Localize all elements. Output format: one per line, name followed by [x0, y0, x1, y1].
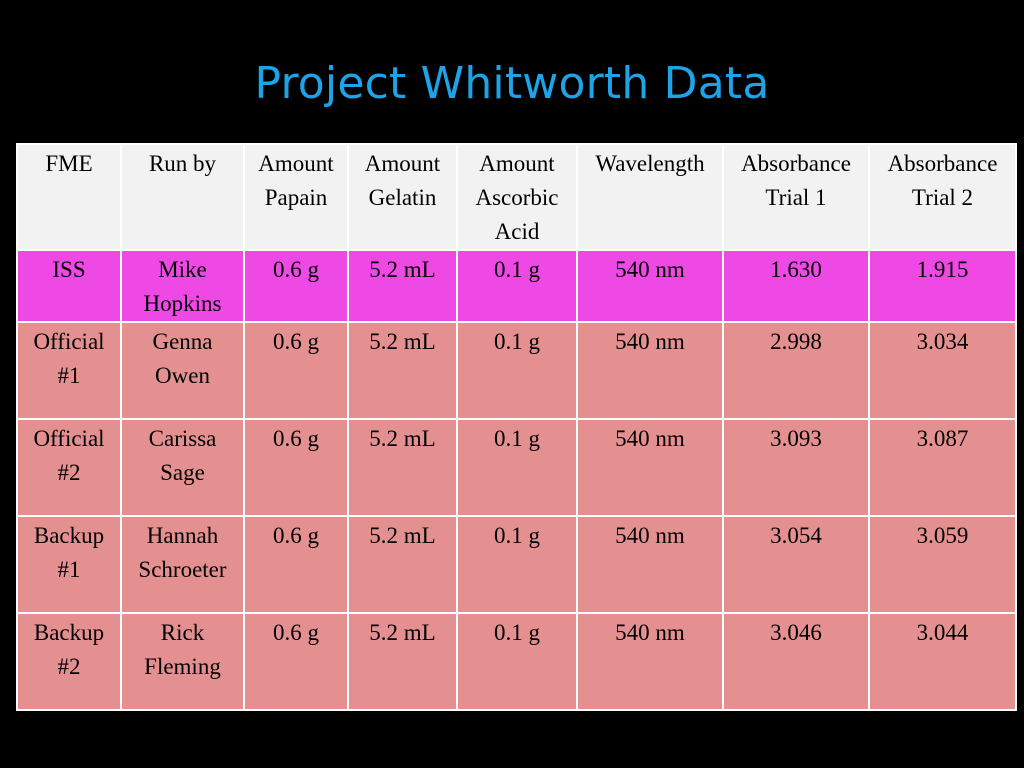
table-row: Official #1 Genna Owen 0.6 g 5.2 mL 0.1 …: [16, 321, 1017, 420]
column-header-wavelength: Wavelength: [576, 143, 724, 251]
cell-wavelength: 540 nm: [576, 612, 724, 711]
cell-absorbance-trial-1: 3.046: [722, 612, 870, 711]
data-table: FME Run by Amount Papain Amount Gelatin …: [16, 143, 1017, 711]
table-row: Official #2 Carissa Sage 0.6 g 5.2 mL 0.…: [16, 418, 1017, 517]
cell-amount-papain: 0.6 g: [243, 249, 349, 323]
column-header-run-by: Run by: [120, 143, 245, 251]
cell-absorbance-trial-1: 3.054: [722, 515, 870, 614]
cell-absorbance-trial-2: 3.087: [868, 418, 1017, 517]
cell-absorbance-trial-1: 1.630: [722, 249, 870, 323]
cell-wavelength: 540 nm: [576, 418, 724, 517]
cell-absorbance-trial-2: 3.034: [868, 321, 1017, 420]
cell-absorbance-trial-1: 2.998: [722, 321, 870, 420]
cell-fme: Backup #1: [16, 515, 122, 614]
cell-fme: Official #2: [16, 418, 122, 517]
table-row: Backup #2 Rick Fleming 0.6 g 5.2 mL 0.1 …: [16, 612, 1017, 711]
cell-amount-gelatin: 5.2 mL: [347, 249, 458, 323]
cell-run-by: Hannah Schroeter: [120, 515, 245, 614]
cell-wavelength: 540 nm: [576, 515, 724, 614]
cell-amount-papain: 0.6 g: [243, 612, 349, 711]
cell-amount-ascorbic-acid: 0.1 g: [456, 515, 578, 614]
cell-absorbance-trial-2: 3.059: [868, 515, 1017, 614]
cell-amount-gelatin: 5.2 mL: [347, 612, 458, 711]
cell-run-by: Rick Fleming: [120, 612, 245, 711]
cell-amount-ascorbic-acid: 0.1 g: [456, 249, 578, 323]
column-header-amount-ascorbic-acid: Amount Ascorbic Acid: [456, 143, 578, 251]
cell-amount-ascorbic-acid: 0.1 g: [456, 418, 578, 517]
cell-amount-gelatin: 5.2 mL: [347, 515, 458, 614]
cell-amount-gelatin: 5.2 mL: [347, 321, 458, 420]
cell-absorbance-trial-2: 3.044: [868, 612, 1017, 711]
cell-run-by: Carissa Sage: [120, 418, 245, 517]
cell-amount-gelatin: 5.2 mL: [347, 418, 458, 517]
cell-fme: Backup #2: [16, 612, 122, 711]
cell-wavelength: 540 nm: [576, 249, 724, 323]
cell-amount-papain: 0.6 g: [243, 515, 349, 614]
column-header-absorbance-trial-2: Absorbance Trial 2: [868, 143, 1017, 251]
column-header-amount-papain: Amount Papain: [243, 143, 349, 251]
cell-amount-papain: 0.6 g: [243, 418, 349, 517]
cell-run-by: Genna Owen: [120, 321, 245, 420]
cell-absorbance-trial-2: 1.915: [868, 249, 1017, 323]
cell-wavelength: 540 nm: [576, 321, 724, 420]
cell-absorbance-trial-1: 3.093: [722, 418, 870, 517]
column-header-absorbance-trial-1: Absorbance Trial 1: [722, 143, 870, 251]
table-row: Backup #1 Hannah Schroeter 0.6 g 5.2 mL …: [16, 515, 1017, 614]
table-header-row: FME Run by Amount Papain Amount Gelatin …: [16, 143, 1017, 251]
column-header-fme: FME: [16, 143, 122, 251]
cell-amount-ascorbic-acid: 0.1 g: [456, 321, 578, 420]
table-row: ISS Mike Hopkins 0.6 g 5.2 mL 0.1 g 540 …: [16, 249, 1017, 323]
cell-fme: Official #1: [16, 321, 122, 420]
cell-amount-ascorbic-acid: 0.1 g: [456, 612, 578, 711]
column-header-amount-gelatin: Amount Gelatin: [347, 143, 458, 251]
cell-fme: ISS: [16, 249, 122, 323]
cell-amount-papain: 0.6 g: [243, 321, 349, 420]
cell-run-by: Mike Hopkins: [120, 249, 245, 323]
slide-title: Project Whitworth Data: [254, 58, 770, 109]
